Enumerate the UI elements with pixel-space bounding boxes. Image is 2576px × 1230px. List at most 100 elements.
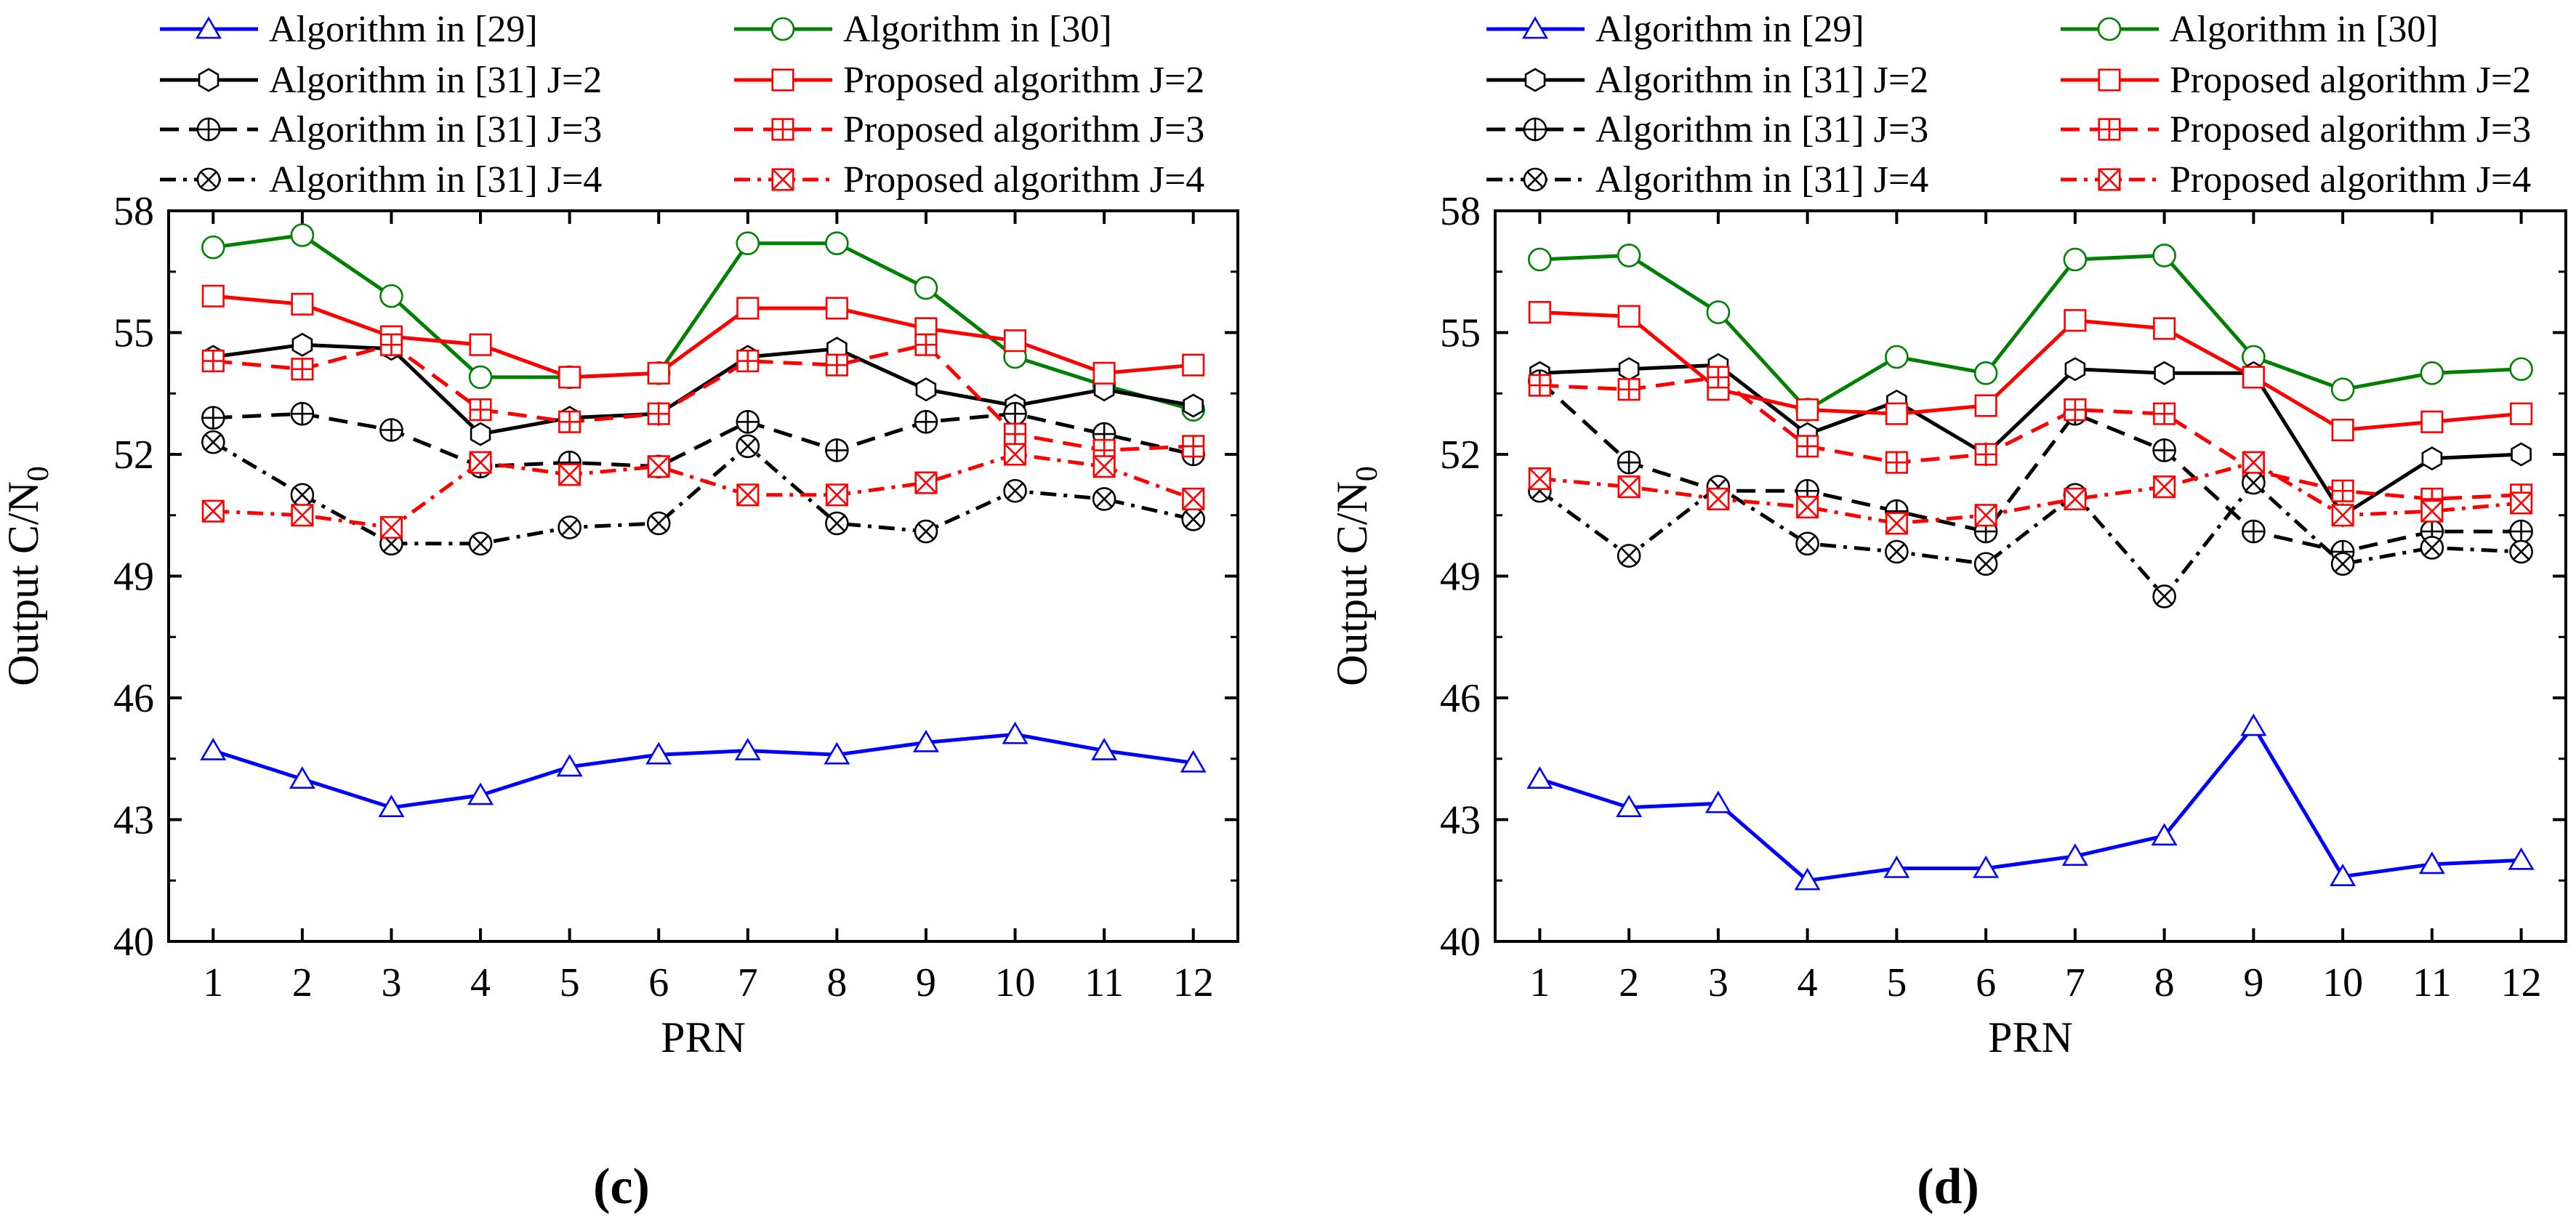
y-tick-label: 49 <box>1440 555 1481 600</box>
legend-marker <box>2097 17 2122 41</box>
data-point <box>1091 738 1118 760</box>
data-point <box>378 795 405 818</box>
x-tick-label: 6 <box>1976 960 1996 1005</box>
legend: Algorithm in [29] Algorithm in [30] Algori… <box>160 9 1204 201</box>
data-point <box>1796 398 1819 422</box>
series-1 <box>1528 244 2533 422</box>
data-point <box>201 284 225 308</box>
panel-label: (c) <box>593 1159 650 1215</box>
legend-item: Algorithm in [31] J=2 <box>1486 60 1928 101</box>
series-line <box>213 411 1194 469</box>
data-point <box>289 766 315 789</box>
data-point <box>912 729 939 752</box>
data-point <box>556 754 583 777</box>
legend: Algorithm in [29] Algorithm in [30] Algori… <box>1486 9 2531 201</box>
data-point <box>1618 357 1640 382</box>
data-point <box>2509 357 2533 382</box>
legend-label: Algorithm in [31] J=2 <box>269 60 602 101</box>
legend-marker <box>1521 16 1549 39</box>
series-2 <box>202 332 1204 446</box>
series-6 <box>201 430 1206 556</box>
x-tick-label: 2 <box>292 960 313 1005</box>
data-point <box>1617 244 1641 268</box>
data-point <box>2421 446 2443 471</box>
data-point <box>824 741 850 765</box>
data-point <box>1885 402 1908 425</box>
legend-marker <box>770 17 795 41</box>
data-point <box>1092 361 1116 385</box>
legend-marker <box>771 68 794 92</box>
data-point <box>914 276 938 300</box>
series-line <box>1539 363 2521 518</box>
x-tick-label: 7 <box>738 960 758 1005</box>
series-line <box>213 452 1194 529</box>
data-point <box>379 284 403 308</box>
y-axis-label: Output C/N0 <box>0 466 55 686</box>
data-point <box>2153 317 2176 340</box>
x-tick-label: 6 <box>648 960 669 1005</box>
data-point <box>291 292 314 315</box>
legend-label: Algorithm in [31] J=3 <box>269 109 602 150</box>
x-tick-label: 3 <box>1708 960 1728 1005</box>
plot-frame <box>167 209 1239 943</box>
series-0 <box>1526 713 2535 891</box>
data-point <box>201 235 225 260</box>
x-tick-label: 11 <box>2412 960 2452 1005</box>
legend-marker <box>198 68 220 92</box>
x-tick-label: 8 <box>2154 960 2175 1005</box>
data-point <box>1706 300 1731 324</box>
y-tick-label: 43 <box>1440 798 1481 843</box>
x-tick-label: 12 <box>2501 960 2542 1005</box>
y-axis-label: Output C/N0 <box>1328 466 1384 686</box>
legend-item: Proposed algorithm J=2 <box>2061 60 2531 101</box>
series-7 <box>201 443 1205 539</box>
x-tick-label: 11 <box>1084 960 1124 1005</box>
y-tick-label: 58 <box>1440 189 1481 234</box>
data-point <box>468 365 493 390</box>
legend-label: Algorithm in [31] J=4 <box>269 159 602 201</box>
data-point <box>2510 402 2533 425</box>
data-point <box>645 741 672 765</box>
legend-item: Algorithm in [31] J=4 <box>160 159 602 201</box>
data-point <box>469 333 492 356</box>
data-point <box>1616 795 1643 818</box>
legend-label: Proposed algorithm J=3 <box>2170 109 2531 150</box>
data-point <box>2151 823 2178 846</box>
x-tick-label: 9 <box>2243 960 2263 1005</box>
data-point <box>825 297 848 320</box>
x-tick-label: 4 <box>470 960 491 1005</box>
y-tick-label: 55 <box>1440 311 1481 356</box>
data-point <box>291 332 313 357</box>
data-point <box>2511 442 2532 467</box>
panel-label: (d) <box>1917 1159 1979 1215</box>
data-point <box>558 366 581 389</box>
data-point <box>2420 361 2444 385</box>
data-point <box>1973 855 2000 878</box>
data-point <box>1003 329 1027 353</box>
x-tick-label: 10 <box>995 960 1036 1005</box>
data-point <box>1528 247 1552 272</box>
data-point <box>1183 393 1204 418</box>
data-point <box>2154 361 2175 385</box>
data-point <box>1794 867 1821 891</box>
x-tick-label: 1 <box>203 960 223 1005</box>
data-point <box>470 422 491 446</box>
y-tick-label: 49 <box>113 555 154 600</box>
legend-label: Algorithm in [29] <box>1595 9 1864 50</box>
data-point <box>1974 394 1997 417</box>
data-point <box>825 231 849 255</box>
data-point <box>1182 353 1205 377</box>
data-point <box>2418 851 2445 875</box>
legend-label: Algorithm in [30] <box>2170 9 2439 50</box>
data-point <box>2331 418 2354 442</box>
data-point <box>2061 843 2088 867</box>
data-point <box>1883 855 1910 878</box>
series-line <box>1538 481 2521 598</box>
legend-label: Proposed algorithm J=3 <box>843 109 1204 150</box>
legend-item: Algorithm in [31] J=3 <box>1486 109 1928 150</box>
y-tick-label: 46 <box>1440 676 1481 721</box>
y-tick-label: 40 <box>1440 920 1481 965</box>
legend-item: Algorithm in [29] <box>1486 9 1864 50</box>
x-tick-label: 8 <box>826 960 847 1005</box>
